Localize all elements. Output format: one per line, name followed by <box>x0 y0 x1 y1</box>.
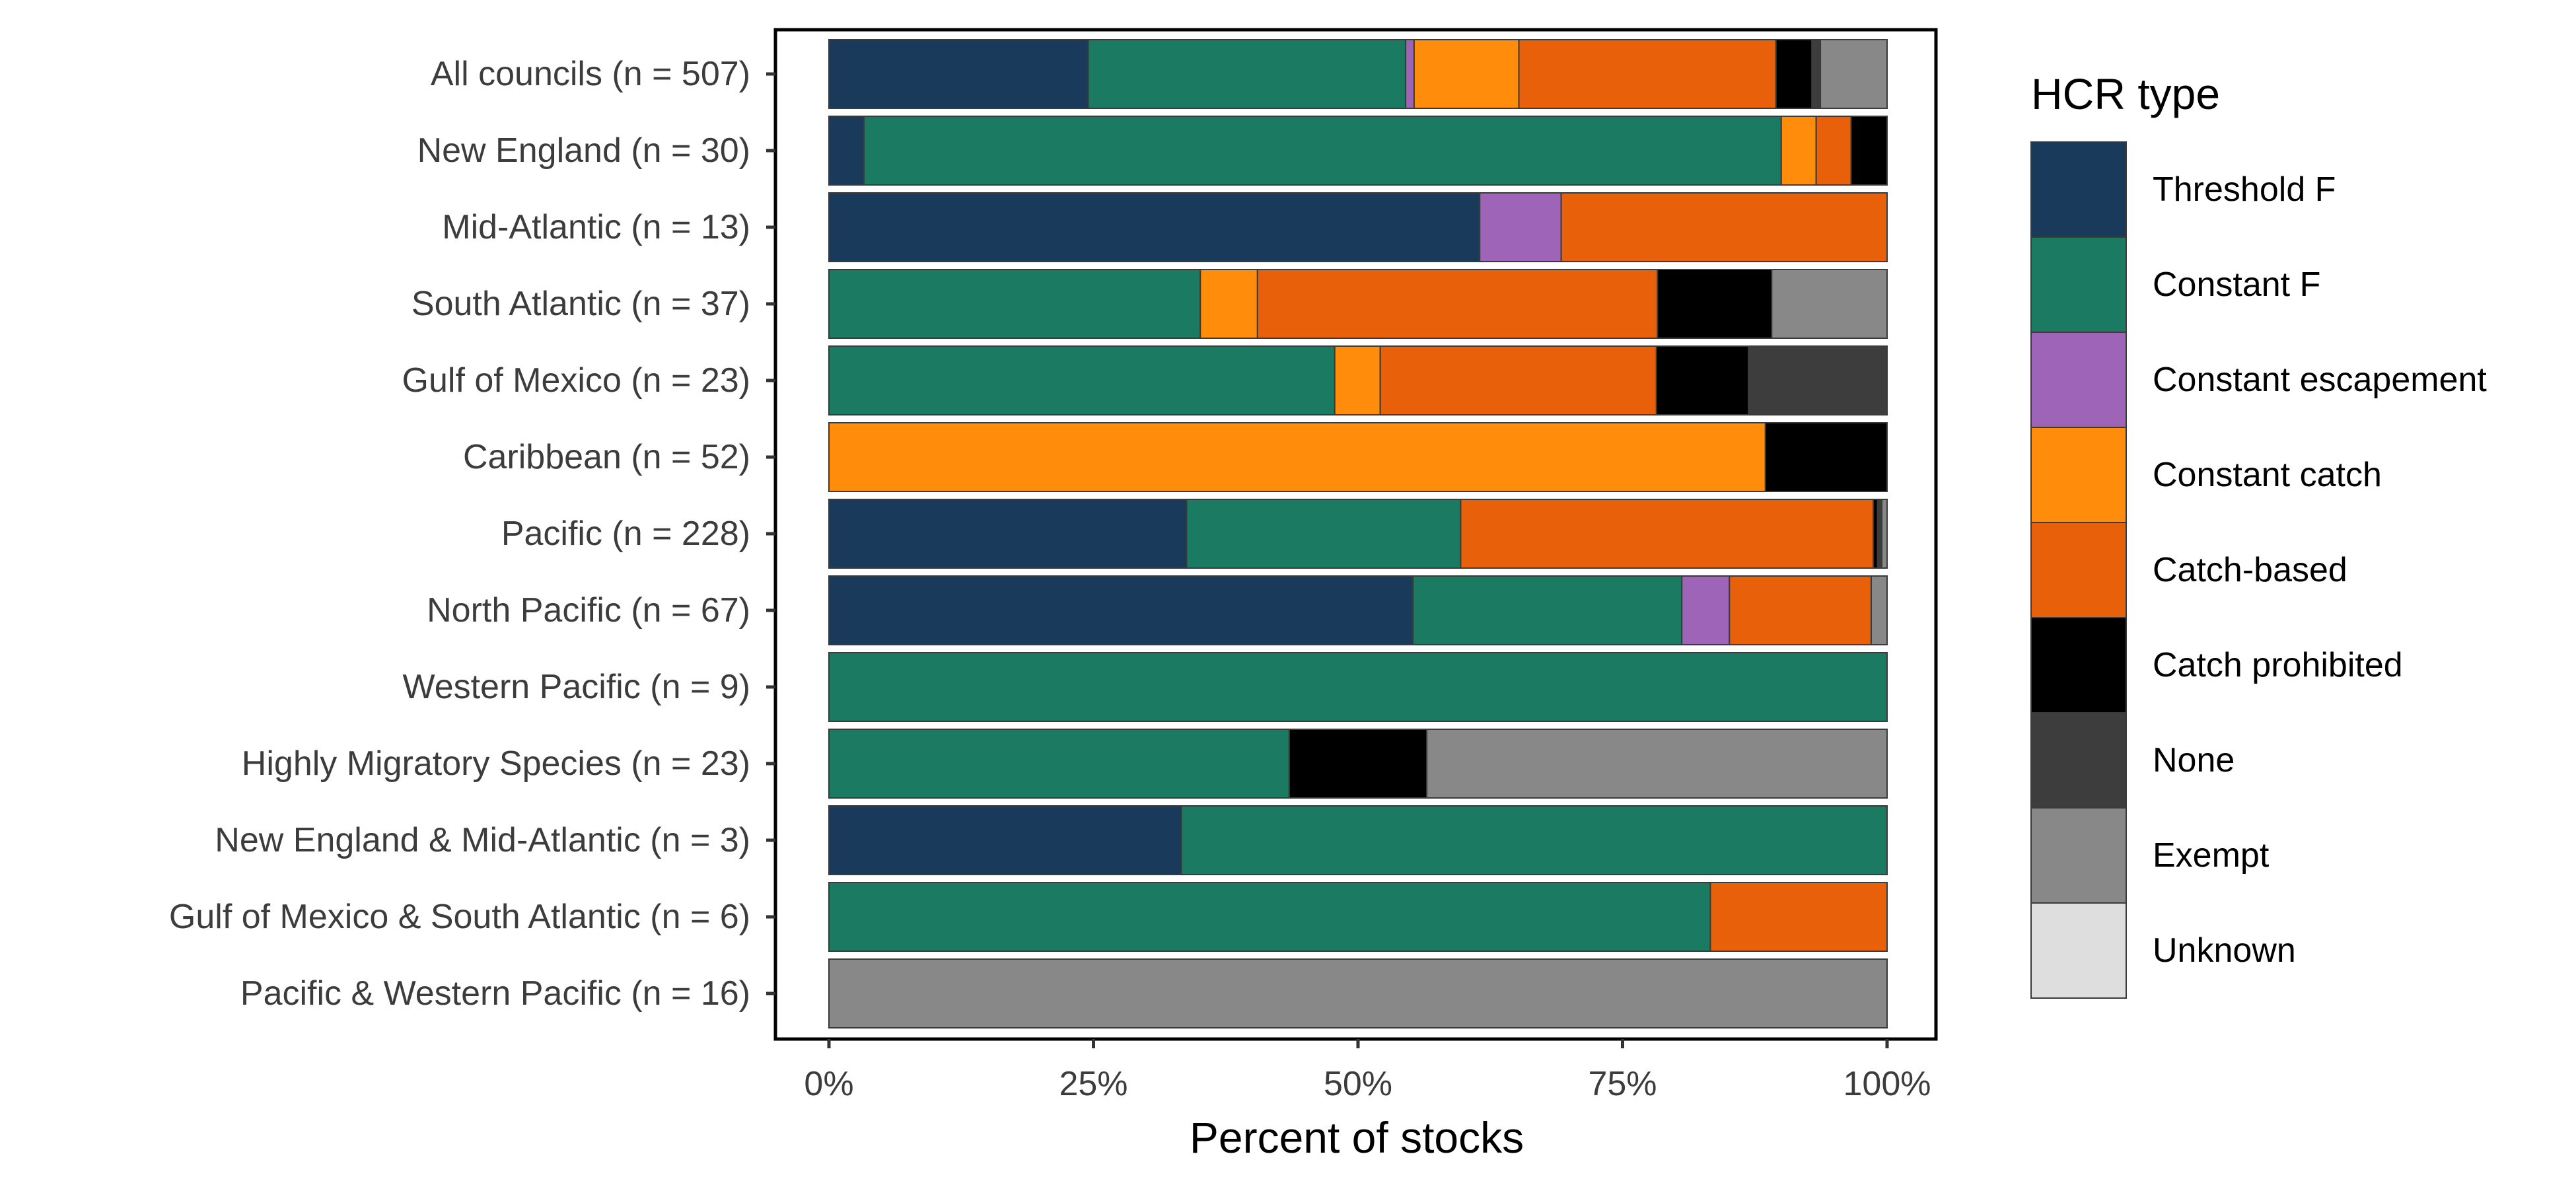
bar-segment-catch-based-row-11 <box>1709 882 1888 952</box>
bar-segment-none-row-0 <box>1811 39 1822 109</box>
legend-items: Threshold F Constant F Constant escapement… <box>2030 141 2487 999</box>
legend: HCR type Threshold F Constant F Constant e… <box>2030 69 2487 999</box>
bar-segment-catch-prohibited-row-0 <box>1775 39 1813 109</box>
x-axis: 0% 25% 50% 75% 100% <box>804 1039 1931 1103</box>
bar-segment-exempt-row-0 <box>1820 39 1888 109</box>
legend-key-catch-based <box>2030 522 2127 618</box>
bar-segment-constant-escapement-row-2 <box>1479 192 1562 262</box>
bar-segment-catch-prohibited-row-1 <box>1850 116 1888 186</box>
bar-segment-constant-f-row-1 <box>863 116 1782 186</box>
y-tick-label: Pacific & Western Pacific (n = 16) <box>240 974 750 1013</box>
legend-label: Exempt <box>2153 836 2270 875</box>
bar-segment-constant-catch-row-5 <box>828 422 1766 492</box>
y-tick-label: New England & Mid-Atlantic (n = 3) <box>215 821 750 859</box>
y-tick-label: South Atlantic (n = 37) <box>411 285 750 323</box>
legend-key-catch-prohibited <box>2030 617 2127 713</box>
bar-segment-catch-based-row-4 <box>1379 345 1657 415</box>
bar-segment-threshold-f-row-6 <box>828 499 1188 569</box>
legend-label: Unknown <box>2153 931 2296 970</box>
bar-segment-exempt-row-3 <box>1771 269 1888 339</box>
bar-segment-constant-f-row-6 <box>1186 499 1462 569</box>
bar-segments <box>828 39 1888 1028</box>
bar-segment-constant-escapement-row-7 <box>1681 575 1731 645</box>
bar-segment-constant-f-row-9 <box>828 729 1290 799</box>
bar-segment-catch-prohibited-row-9 <box>1288 729 1428 799</box>
bar-segment-threshold-f-row-1 <box>828 116 865 186</box>
legend-label: Constant F <box>2153 266 2320 304</box>
y-tick-label: Highly Migratory Species (n = 23) <box>242 744 750 783</box>
bar-segment-catch-based-row-0 <box>1518 39 1777 109</box>
bar-segment-catch-prohibited-row-5 <box>1764 422 1888 492</box>
bar-segment-catch-based-row-2 <box>1560 192 1888 262</box>
legend-label: Catch prohibited <box>2153 646 2403 684</box>
y-tick-label: Gulf of Mexico (n = 23) <box>402 361 750 400</box>
bar-segment-catch-based-row-3 <box>1256 269 1659 339</box>
bar-segment-constant-catch-row-0 <box>1413 39 1520 109</box>
bar-segment-constant-f-row-11 <box>828 882 1711 952</box>
y-tick-label: Caribbean (n = 52) <box>463 438 750 476</box>
y-tick-label: Gulf of Mexico & South Atlantic (n = 6) <box>169 898 750 936</box>
legend-title: HCR type <box>2031 69 2220 118</box>
bar-segment-constant-f-row-4 <box>828 345 1336 415</box>
legend-key-unknown <box>2030 902 2127 999</box>
bar-segment-exempt-row-7 <box>1870 575 1888 645</box>
y-tick-label: New England (n = 30) <box>417 131 750 170</box>
legend-label: Threshold F <box>2153 170 2336 209</box>
bar-segment-catch-based-row-7 <box>1729 575 1872 645</box>
y-axis: All councils (n = 507) New England (n = 3… <box>169 55 775 1013</box>
bar-segment-constant-catch-row-1 <box>1780 116 1817 186</box>
bar-segment-none-row-4 <box>1748 345 1888 415</box>
bar-segment-constant-escapement-row-0 <box>1405 39 1415 109</box>
bar-segment-exempt-row-6 <box>1880 499 1888 569</box>
x-tick-label: 75% <box>1588 1065 1657 1103</box>
legend-label: Catch-based <box>2153 551 2347 589</box>
y-tick-label: Mid-Atlantic (n = 13) <box>442 208 750 246</box>
bar-segment-threshold-f-row-2 <box>828 192 1481 262</box>
x-tick-label: 100% <box>1843 1065 1931 1103</box>
bar-segment-threshold-f-row-7 <box>828 575 1414 645</box>
y-tick-label: North Pacific (n = 67) <box>427 591 750 630</box>
legend-label: Constant escapement <box>2153 361 2487 399</box>
y-tick-label: All councils (n = 507) <box>431 55 750 93</box>
legend-key-constant-escapement <box>2030 332 2127 428</box>
bar-segment-constant-f-row-0 <box>1087 39 1407 109</box>
bar-segment-threshold-f-row-0 <box>828 39 1089 109</box>
legend-key-constant-f <box>2030 236 2127 333</box>
legend-key-constant-catch <box>2030 427 2127 523</box>
bar-segment-catch-based-row-6 <box>1460 499 1875 569</box>
y-tick-label: Western Pacific (n = 9) <box>403 668 750 706</box>
x-tick-label: 25% <box>1059 1065 1127 1103</box>
bar-segment-threshold-f-row-10 <box>828 805 1182 875</box>
bar-segment-constant-f-row-8 <box>828 652 1888 722</box>
bar-segment-constant-catch-row-4 <box>1334 345 1381 415</box>
bar-segment-catch-prohibited-row-3 <box>1657 269 1773 339</box>
legend-label: Constant catch <box>2153 456 2382 494</box>
bar-segment-exempt-row-12 <box>828 958 1888 1028</box>
bar-segment-constant-f-row-10 <box>1180 805 1888 875</box>
x-tick-label: 50% <box>1324 1065 1392 1103</box>
bar-segment-constant-catch-row-3 <box>1199 269 1258 339</box>
legend-key-threshold-f <box>2030 141 2127 238</box>
bar-segment-catch-based-row-1 <box>1815 116 1852 186</box>
bar-segment-catch-prohibited-row-4 <box>1655 345 1750 415</box>
x-tick-label: 0% <box>804 1065 853 1103</box>
x-axis-label: Percent of stocks <box>1190 1113 1524 1162</box>
legend-label: None <box>2153 741 2235 779</box>
legend-key-none <box>2030 712 2127 809</box>
bar-segment-exempt-row-9 <box>1426 729 1888 799</box>
bar-segment-constant-f-row-7 <box>1412 575 1683 645</box>
legend-key-exempt <box>2030 807 2127 904</box>
bar-segment-constant-f-row-3 <box>828 269 1201 339</box>
y-tick-label: Pacific (n = 228) <box>501 515 750 553</box>
